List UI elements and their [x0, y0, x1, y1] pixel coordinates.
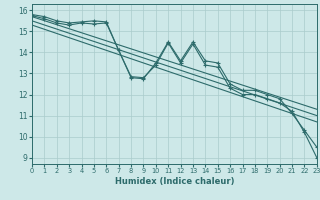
- X-axis label: Humidex (Indice chaleur): Humidex (Indice chaleur): [115, 177, 234, 186]
